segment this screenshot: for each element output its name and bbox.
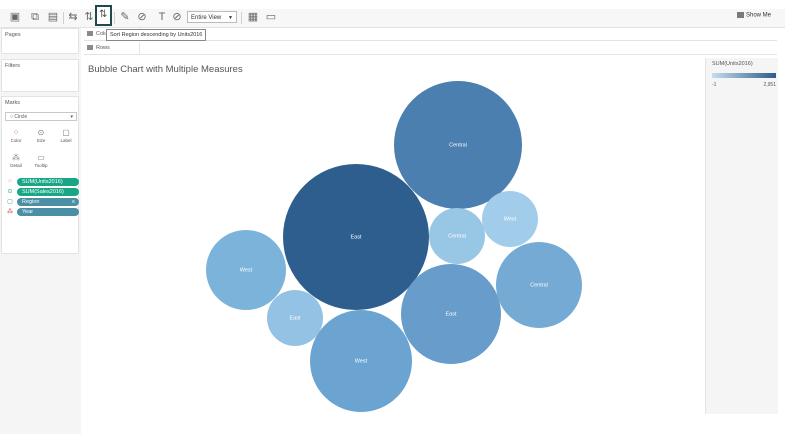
rows-label: Rows (96, 45, 110, 51)
bubble-east-bottom[interactable]: East (401, 264, 501, 364)
legend-min: -1 (712, 82, 717, 88)
pill-row-sales: ⊙ SUM(Sales2016) (6, 188, 79, 196)
size-icon: ⊙ (7, 189, 13, 195)
view-fit-value: Entire View (191, 15, 222, 21)
detail-icon: ⁂ (12, 153, 20, 162)
bubble-label: East (289, 315, 300, 321)
pill-row-region: ▢ Region ≡ (6, 198, 79, 206)
pill-sum-sales[interactable]: SUM(Sales2016) (17, 188, 79, 196)
new-datasource-icon[interactable]: ▣ (9, 11, 21, 23)
bubble-label: East (350, 234, 361, 240)
show-me-button[interactable]: Show Me (736, 12, 771, 19)
size-icon: ⊙ (37, 128, 45, 137)
bubble-west-small[interactable]: West (482, 191, 538, 247)
tooltip-icon: ▭ (37, 153, 45, 162)
viz-title: Bubble Chart with Multiple Measures (88, 64, 243, 75)
sort-descending-icon: ⇅ (99, 9, 108, 20)
text-label-icon[interactable]: T (158, 11, 166, 23)
detail-button[interactable]: ⁂ Detail (5, 150, 27, 172)
clear-icon[interactable]: ▤ (47, 11, 59, 23)
sort-icon: ≡ (71, 199, 75, 205)
tooltip-label: Tooltip (34, 163, 48, 168)
bubble-label: West (504, 216, 517, 222)
color-icon: ⁘ (7, 179, 13, 185)
label-icon: ▢ (62, 128, 70, 137)
color-legend: SUM(Units2016) -1 2,951 (705, 58, 778, 414)
swap-icon[interactable]: ⇆ (68, 11, 78, 23)
mark-type-value: Circle (14, 114, 28, 120)
rows-shelf[interactable]: Rows (84, 42, 777, 55)
left-pane: Pages Filters Marks ○ Circle ▾ ⁘ Color ⊙ S… (0, 28, 81, 434)
marks-card: Marks ○ Circle ▾ ⁘ Color ⊙ Size ▢ Label ⁂ De… (1, 96, 79, 254)
bubble-label: Central (448, 233, 466, 239)
bubble-label: West (355, 358, 368, 364)
columns-icon (87, 31, 93, 37)
circle-icon: ○ (10, 114, 15, 120)
presentation-icon[interactable]: ▭ (265, 11, 277, 23)
mark-type-select[interactable]: ○ Circle ▾ (5, 112, 77, 121)
pin-icon[interactable]: ⊘ (172, 11, 182, 23)
pill-row-year: ⁂ Year (6, 208, 79, 216)
label-label: Label (60, 138, 72, 143)
duplicate-icon[interactable]: ⧉ (31, 11, 39, 23)
legend-max: 2,951 (763, 82, 776, 88)
size-label: Size (36, 138, 46, 143)
color-icon: ⁘ (12, 128, 20, 137)
label-icon: ▢ (7, 199, 13, 205)
label-button[interactable]: ▢ Label (55, 125, 77, 147)
bubble-east-small[interactable]: East (267, 290, 323, 346)
bubble-label: West (240, 267, 253, 273)
sort-ascending-icon[interactable]: ⇅ (84, 11, 94, 23)
bubble-west-bottom[interactable]: West (310, 310, 412, 412)
color-label: Color (10, 138, 22, 143)
pages-title: Pages (5, 32, 21, 38)
bubble-central-small[interactable]: Central (429, 208, 485, 264)
highlight-icon[interactable]: ✎ (120, 11, 130, 23)
sort-descending-button[interactable]: ⇅ (95, 5, 112, 26)
show-me-label: Show Me (745, 12, 771, 19)
detail-label: Detail (10, 163, 22, 168)
toolbar-divider (63, 12, 64, 24)
chevron-down-icon: ▾ (70, 114, 73, 120)
marks-title: Marks (5, 100, 20, 106)
pill-row-units: ⁘ SUM(Units2016) (6, 178, 79, 186)
bubble-label: Central (449, 142, 467, 148)
bubble-east-large[interactable]: East (283, 164, 429, 310)
filters-title: Filters (5, 63, 20, 69)
toolbar: ▣ ⧉ ▤ ⇆ ⇅ ✎ ⊘ T ⊘ Entire View ▼ ▦ ▭ Show… (0, 9, 785, 28)
pill-region-label: Region (22, 199, 40, 205)
bubble-central-top[interactable]: Central (394, 81, 522, 209)
bubble-label: East (445, 311, 456, 317)
color-button[interactable]: ⁘ Color (5, 125, 27, 147)
filters-card[interactable]: Filters (1, 59, 79, 92)
legend-title: SUM(Units2016) (712, 61, 753, 67)
sort-tooltip: Sort Region descending by Units2016 (106, 29, 207, 41)
bubble-west-left[interactable]: West (206, 230, 286, 310)
chevron-down-icon: ▼ (228, 15, 233, 21)
shelf-divider (139, 42, 140, 54)
legend-gradient[interactable] (712, 73, 776, 78)
view-fit-select[interactable]: Entire View ▼ (187, 11, 237, 23)
show-cards-icon[interactable]: ▦ (247, 11, 259, 23)
pill-region[interactable]: Region ≡ (17, 198, 79, 206)
bubble-label: Central (530, 282, 548, 288)
toolbar-divider (241, 12, 242, 24)
size-button[interactable]: ⊙ Size (30, 125, 52, 147)
pill-year[interactable]: Year (17, 208, 79, 216)
viz-area: Bubble Chart with Multiple Measures East… (84, 58, 703, 434)
pill-sum-units[interactable]: SUM(Units2016) (17, 178, 79, 186)
bubble-central-right[interactable]: Central (496, 242, 582, 328)
detail-icon: ⁂ (7, 209, 13, 215)
rows-icon (87, 45, 93, 51)
bubble-chart: East Central East Central West West East… (206, 81, 582, 412)
show-me-icon (736, 12, 744, 18)
tooltip-button[interactable]: ▭ Tooltip (30, 150, 52, 172)
pages-card[interactable]: Pages (1, 28, 79, 54)
group-icon[interactable]: ⊘ (137, 11, 147, 23)
toolbar-divider (114, 12, 115, 24)
